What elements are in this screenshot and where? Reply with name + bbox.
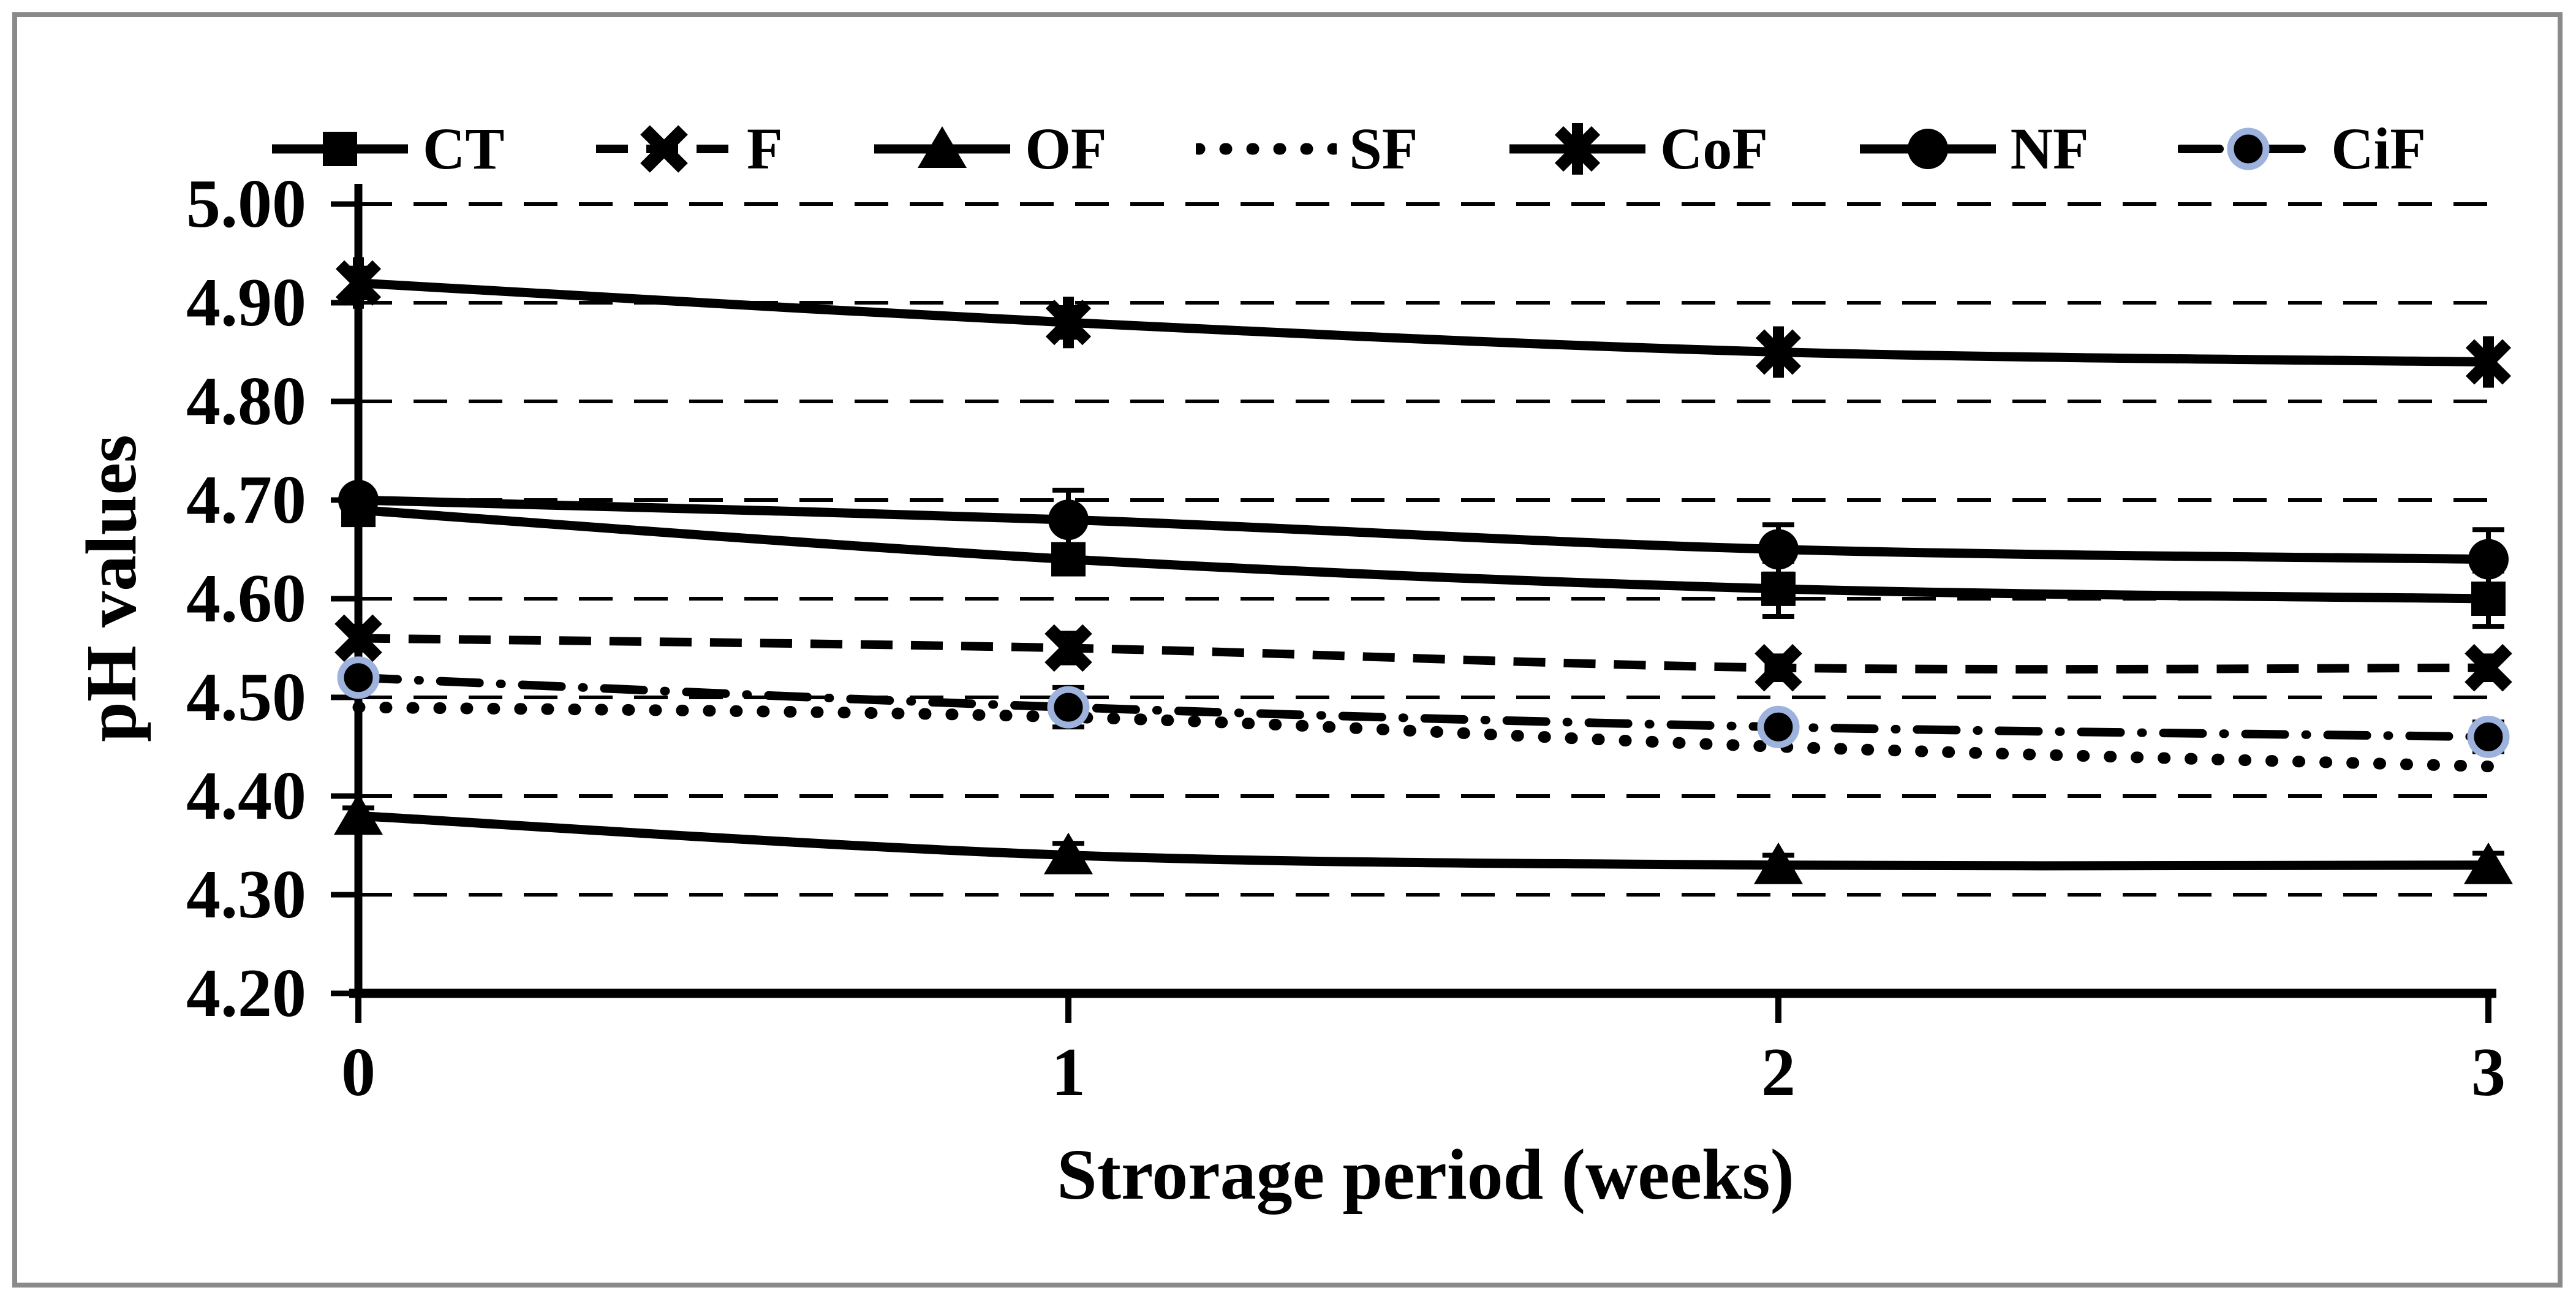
marker-asterisk <box>1554 123 1601 175</box>
marker-circle <box>338 480 379 520</box>
legend-item-f: F <box>594 118 783 180</box>
marker-circle <box>1048 499 1089 541</box>
legend-label-cif: CiF <box>2331 116 2426 181</box>
marker-ring-circle <box>2227 127 2270 170</box>
marker-triangle <box>1754 842 1803 884</box>
marker-ring-circle <box>2467 715 2510 758</box>
marker-square <box>2471 582 2506 616</box>
x-tick-label-3: 3 <box>2471 1034 2506 1110</box>
y-tick-label-430: 4.30 <box>186 857 306 933</box>
y-tick-label-450: 4.50 <box>186 659 306 735</box>
marker-x <box>334 614 382 662</box>
marker-triangle <box>1044 832 1093 874</box>
marker-ring-circle <box>1757 705 1800 748</box>
legend-label-ct: CT <box>423 116 505 181</box>
marker-asterisk <box>1755 326 1802 378</box>
legend-icon-sf <box>1196 143 1337 155</box>
legend-icon-f <box>596 125 733 173</box>
legend-item-of: OF <box>872 116 1107 181</box>
marker-circle <box>2468 539 2509 580</box>
marker-triangle <box>334 793 383 835</box>
marker-ring-circle <box>1047 686 1090 729</box>
series-line-NF <box>358 495 2489 564</box>
marker-square <box>1051 542 1086 577</box>
marker-x <box>1044 624 1092 672</box>
legend-item-sf: SF <box>1196 118 1418 180</box>
series-line-OF <box>358 811 2489 871</box>
x-tick-label-2: 2 <box>1761 1034 1796 1110</box>
x-tick-label-0: 0 <box>341 1034 376 1110</box>
legend-label-of: OF <box>1025 116 1107 181</box>
legend-label-f: F <box>747 116 783 181</box>
marker-asterisk <box>1045 297 1092 349</box>
legend-label-nf: NF <box>2010 116 2089 181</box>
marker-triangle <box>2464 842 2513 884</box>
y-tick-label-460: 4.60 <box>186 561 306 637</box>
marker-square <box>1761 571 1796 606</box>
y-tick-label-480: 4.80 <box>186 363 306 439</box>
legend-icon-cof <box>1509 123 1646 175</box>
legend-item-cif: CiF <box>2178 118 2426 180</box>
legend-item-nf: NF <box>1857 118 2089 180</box>
legend-item-cof: CoF <box>1507 118 1768 180</box>
marker-square <box>323 132 357 166</box>
y-tick-label-420: 4.20 <box>186 955 306 1031</box>
marker-ring-circle <box>337 656 380 699</box>
marker-x <box>640 125 688 173</box>
marker-triangle <box>918 126 967 168</box>
marker-circle <box>1758 529 1799 570</box>
series-line-CiF <box>354 673 2493 742</box>
y-tick-label-490: 4.90 <box>186 265 306 341</box>
marker-x <box>2465 643 2512 692</box>
series-line-CT <box>358 505 2489 604</box>
y-axis-title: pH values <box>71 434 151 742</box>
y-tick-label-500: 5.00 <box>186 166 306 242</box>
marker-circle <box>1907 129 1948 169</box>
legend-icon-of <box>874 126 1011 168</box>
marker-x <box>1754 643 1802 692</box>
series-line-CoF <box>358 278 2489 367</box>
legend-label-cof: CoF <box>1660 116 1768 181</box>
chart-legend: CT F OF SF CoF NF CiF <box>270 103 2426 195</box>
marker-asterisk <box>335 257 382 309</box>
marker-asterisk <box>2465 336 2512 388</box>
legend-item-ct: CT <box>270 118 504 180</box>
legend-icon-nf <box>1859 129 1996 169</box>
x-axis-title: Strorage period (weeks) <box>1057 1134 1794 1215</box>
legend-label-sf: SF <box>1349 116 1418 181</box>
y-tick-label-440: 4.40 <box>186 758 306 834</box>
x-tick-label-1: 1 <box>1051 1034 1086 1110</box>
y-tick-label-470: 4.70 <box>186 462 306 538</box>
series-line-F <box>358 634 2489 674</box>
legend-icon-ct <box>272 132 408 166</box>
legend-icon-cif <box>2178 127 2319 170</box>
